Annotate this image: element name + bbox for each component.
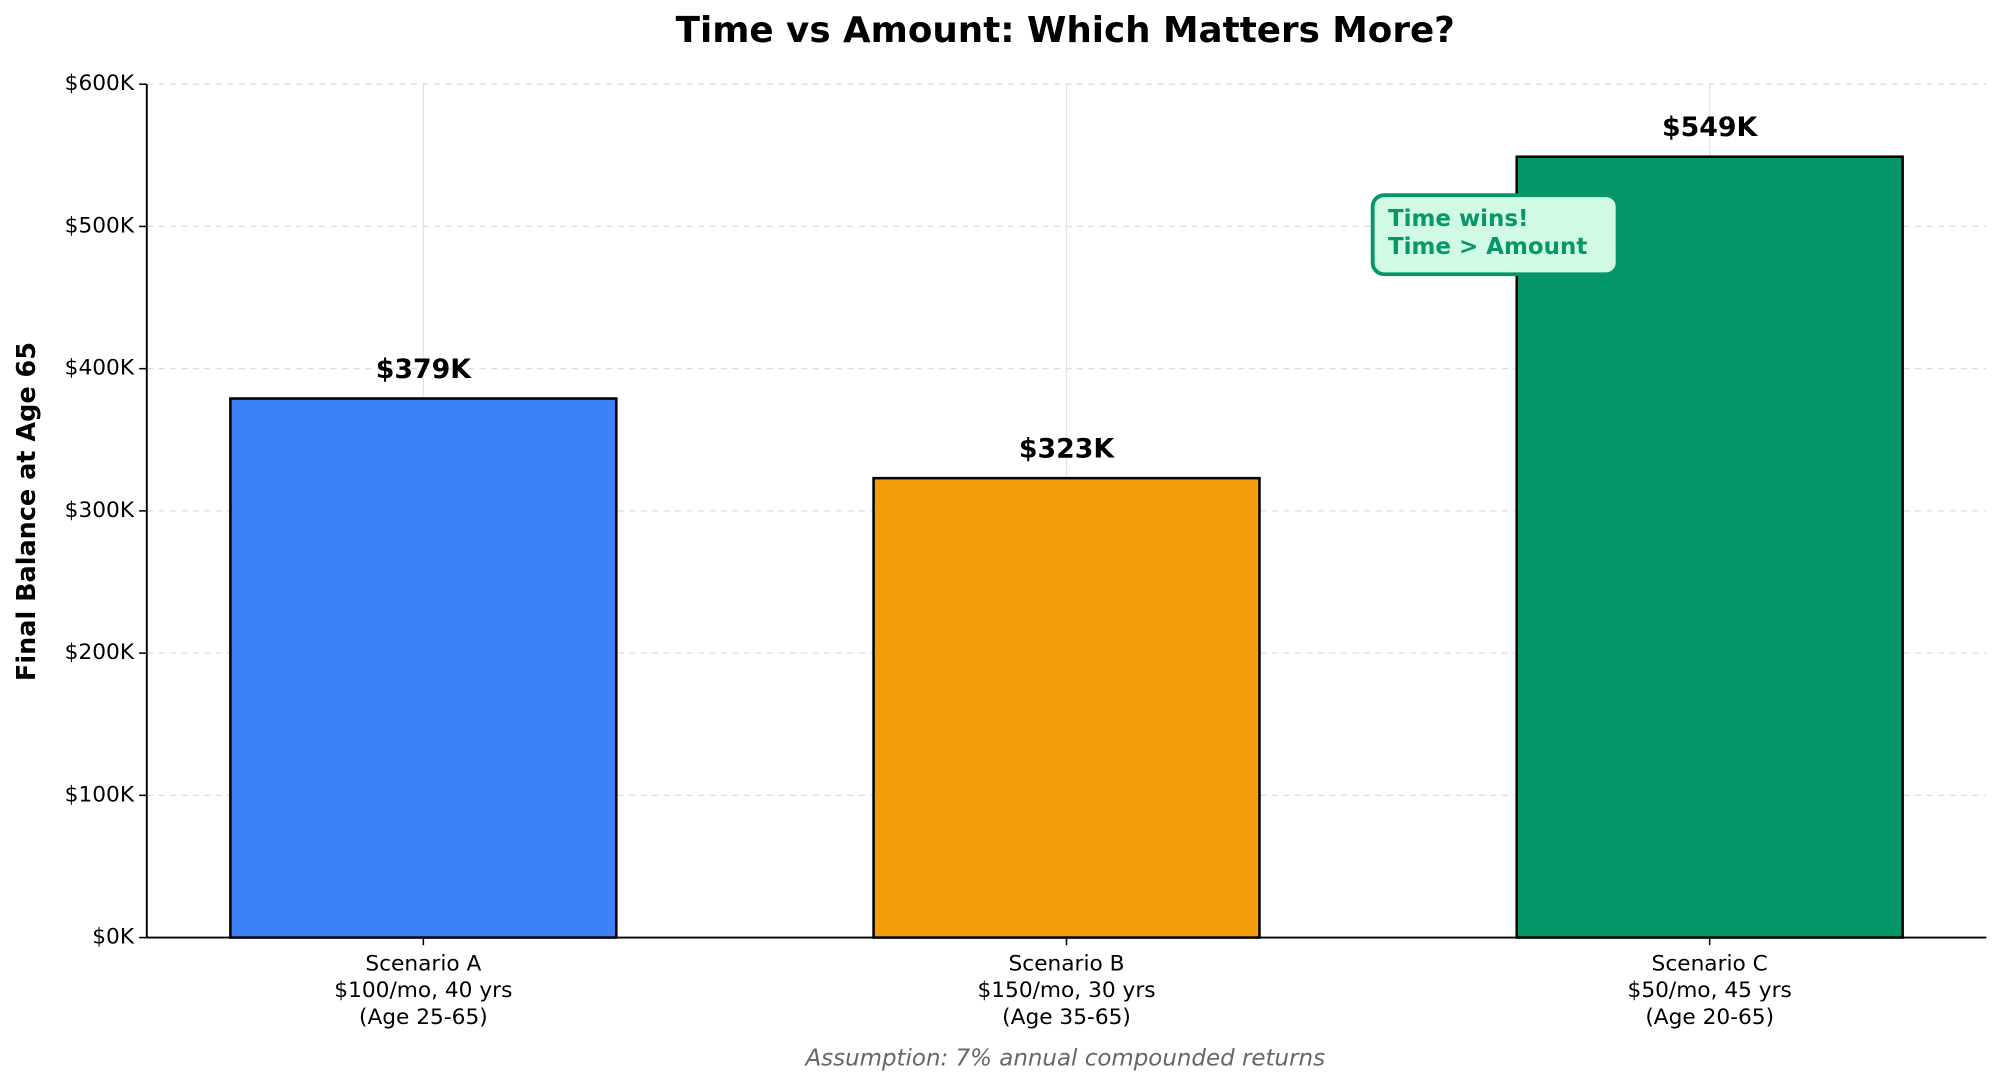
- annotation-text: Time > Amount: [1388, 234, 1587, 260]
- x-tick-label: $50/mo, 45 yrs: [1628, 978, 1792, 1003]
- y-tick-label: $400K: [65, 356, 135, 381]
- bar: [872, 476, 1261, 939]
- value-label: $379K: [376, 354, 472, 385]
- x-tick-label: $150/mo, 30 yrs: [977, 978, 1155, 1003]
- value-label: $549K: [1662, 112, 1758, 143]
- x-tick-label: (Age 35-65): [1002, 1005, 1131, 1030]
- x-tick-label: Scenario C: [1652, 951, 1768, 976]
- value-label: $323K: [1019, 434, 1115, 465]
- y-tick-label: $0K: [92, 925, 135, 950]
- annotation-box: [1370, 193, 1620, 277]
- bar: [229, 397, 618, 939]
- annotation-text: Time wins!: [1388, 206, 1529, 232]
- x-tick-label: Scenario B: [1009, 951, 1125, 976]
- footnote: Assumption: 7% annual compounded returns: [803, 1045, 1325, 1071]
- x-tick-label: (Age 25-65): [359, 1005, 488, 1030]
- y-tick-label: $100K: [65, 782, 135, 807]
- bar: [1515, 155, 1904, 939]
- y-tick-label: $500K: [65, 213, 135, 238]
- y-tick-label: $200K: [65, 640, 135, 665]
- y-tick-label: $300K: [65, 498, 135, 523]
- y-tick-label: $600K: [65, 71, 135, 96]
- chart-title: Time vs Amount: Which Matters More?: [676, 10, 1455, 51]
- y-axis-label: Final Balance at Age 65: [12, 342, 42, 681]
- x-tick-label: (Age 20-65): [1645, 1005, 1774, 1030]
- x-tick-label: $100/mo, 40 yrs: [334, 978, 512, 1003]
- x-tick-label: Scenario A: [365, 951, 481, 976]
